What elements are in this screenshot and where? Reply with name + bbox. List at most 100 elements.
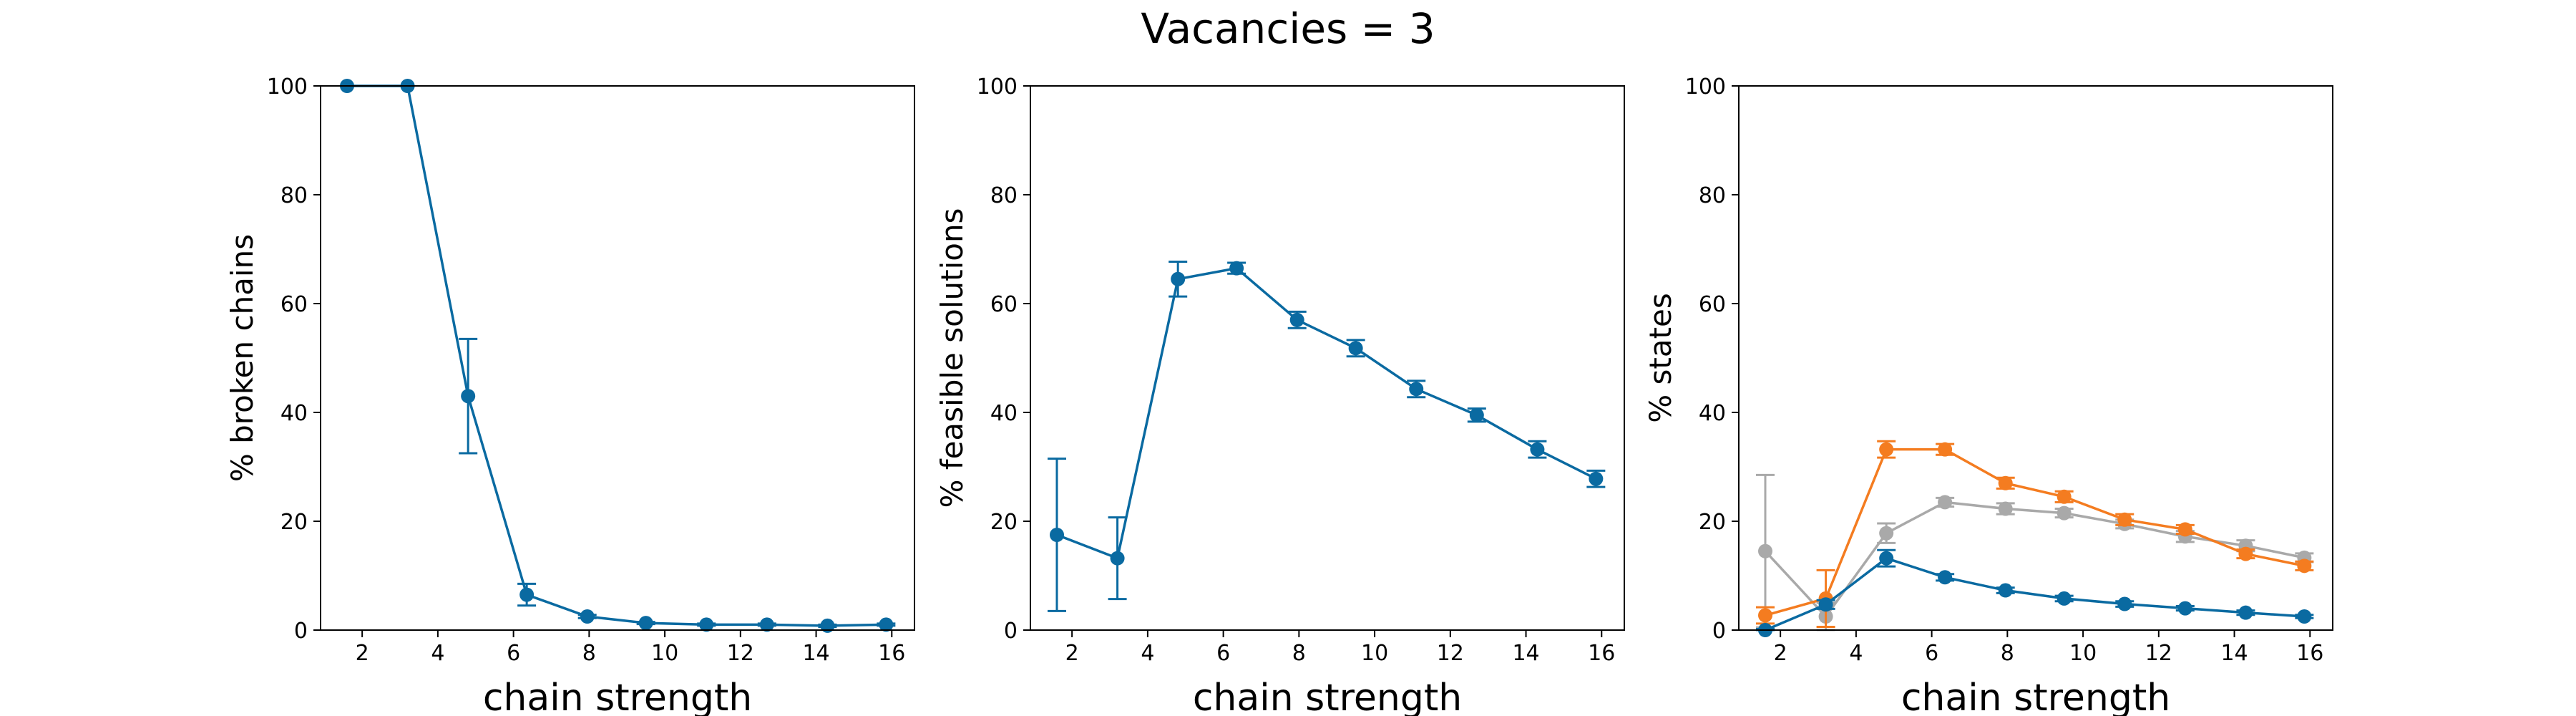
x-tick-label: 16 xyxy=(1588,641,1615,666)
data-point xyxy=(2117,512,2132,527)
chart-panel-feasible-solutions: 2 4 6 8 10 12 14 16 0 20 40 60 80 100 chain strength % … xyxy=(935,74,1625,716)
data-point xyxy=(2117,596,2132,611)
x-tick-label: 12 xyxy=(2145,641,2172,666)
data-point xyxy=(519,587,535,602)
x-tick-label: 10 xyxy=(2069,641,2097,666)
y-tick-label: 80 xyxy=(280,183,308,208)
data-point xyxy=(1758,608,1773,623)
x-tick-label: 6 xyxy=(1925,641,1938,666)
data-point xyxy=(1879,442,1894,457)
axes-frame xyxy=(1030,85,1625,631)
x-tick-label: 8 xyxy=(2001,641,2014,666)
x-tick-label: 2 xyxy=(356,641,369,666)
x-tick-label: 4 xyxy=(1141,641,1154,666)
y-tick-label: 0 xyxy=(1004,619,1018,644)
data-point xyxy=(638,616,653,631)
data-point xyxy=(1229,261,1244,276)
y-tick-label: 100 xyxy=(267,74,308,100)
data-point xyxy=(1998,475,2013,490)
y-tick-label: 0 xyxy=(294,619,308,644)
data-point xyxy=(2238,546,2253,561)
data-point xyxy=(1050,528,1065,542)
data-point xyxy=(1998,501,2013,516)
series-line xyxy=(347,84,887,627)
data-point xyxy=(1998,583,2013,598)
x-tick-label: 2 xyxy=(1065,641,1079,666)
y-axis-label: % feasible solutions xyxy=(935,208,970,508)
axes-frame xyxy=(320,85,915,631)
data-point xyxy=(2057,591,2072,606)
y-tick-label: 60 xyxy=(280,292,308,317)
x-tick-label: 10 xyxy=(651,641,678,666)
data-point xyxy=(2177,522,2192,537)
x-axis-label: chain strength xyxy=(483,677,752,716)
x-tick-label: 14 xyxy=(2220,641,2248,666)
series-line xyxy=(1056,266,1597,561)
data-point xyxy=(699,617,714,632)
data-point xyxy=(759,617,774,632)
data-point xyxy=(1879,526,1894,541)
data-point xyxy=(2057,505,2072,521)
y-tick-label: 20 xyxy=(1699,510,1726,535)
data-point xyxy=(1348,341,1363,356)
data-point xyxy=(1938,570,1953,585)
data-point xyxy=(1110,551,1125,566)
figure-title: Vacancies = 3 xyxy=(1141,4,1435,53)
x-tick-label: 8 xyxy=(1292,641,1306,666)
series-line xyxy=(1764,500,2305,619)
data-point xyxy=(2297,558,2312,574)
y-tick-label: 20 xyxy=(280,510,308,535)
y-tick-label: 60 xyxy=(990,292,1018,317)
data-point xyxy=(879,617,894,632)
data-point xyxy=(1469,407,1484,422)
y-tick-label: 40 xyxy=(280,401,308,426)
y-tick-label: 100 xyxy=(977,74,1018,100)
y-tick-label: 0 xyxy=(1712,619,1726,644)
x-tick-label: 16 xyxy=(878,641,905,666)
data-point xyxy=(1938,495,1953,510)
x-tick-label: 12 xyxy=(1437,641,1464,666)
data-point xyxy=(2057,489,2072,504)
data-point xyxy=(1818,597,1833,612)
y-axis-label: % broken chains xyxy=(225,234,260,482)
x-tick-label: 16 xyxy=(2296,641,2323,666)
x-tick-label: 10 xyxy=(1361,641,1388,666)
y-tick-label: 100 xyxy=(1685,74,1726,100)
axes-frame xyxy=(1738,85,2333,631)
x-tick-label: 6 xyxy=(1216,641,1230,666)
y-tick-label: 80 xyxy=(990,183,1018,208)
x-tick-label: 2 xyxy=(1774,641,1787,666)
x-tick-label: 12 xyxy=(727,641,754,666)
data-point xyxy=(461,389,476,404)
chart-panel-states: 2 4 6 8 10 12 14 16 0 20 40 60 80 100 chain strength % … xyxy=(1643,74,2333,716)
data-point xyxy=(1171,271,1186,286)
data-point xyxy=(2177,601,2192,616)
y-tick-label: 60 xyxy=(1699,292,1726,317)
data-point xyxy=(1409,382,1424,397)
y-tick-label: 40 xyxy=(1699,401,1726,426)
data-point xyxy=(1938,442,1953,457)
x-tick-label: 14 xyxy=(1512,641,1539,666)
series-line xyxy=(1765,556,2305,632)
x-axis-label: chain strength xyxy=(1193,677,1462,716)
x-axis-label: chain strength xyxy=(1901,677,2170,716)
y-tick-label: 40 xyxy=(990,401,1018,426)
data-point xyxy=(1289,312,1304,327)
x-tick-label: 14 xyxy=(802,641,829,666)
data-point xyxy=(2297,609,2312,624)
x-tick-label: 8 xyxy=(582,641,596,666)
series-line xyxy=(1765,448,2305,617)
data-point xyxy=(2238,605,2253,620)
data-point xyxy=(820,618,835,633)
y-tick-label: 20 xyxy=(990,510,1018,535)
x-tick-label: 6 xyxy=(507,641,520,666)
x-tick-label: 4 xyxy=(431,641,444,666)
data-point xyxy=(580,609,595,624)
data-point xyxy=(1879,551,1894,566)
data-point xyxy=(1758,543,1773,558)
data-point xyxy=(1530,442,1545,457)
y-axis-label: % states xyxy=(1643,293,1678,423)
x-tick-label: 4 xyxy=(1849,641,1863,666)
chart-panel-broken-chains: 2 4 6 8 10 12 14 16 0 20 40 60 80 100 chain strength % … xyxy=(225,74,915,716)
